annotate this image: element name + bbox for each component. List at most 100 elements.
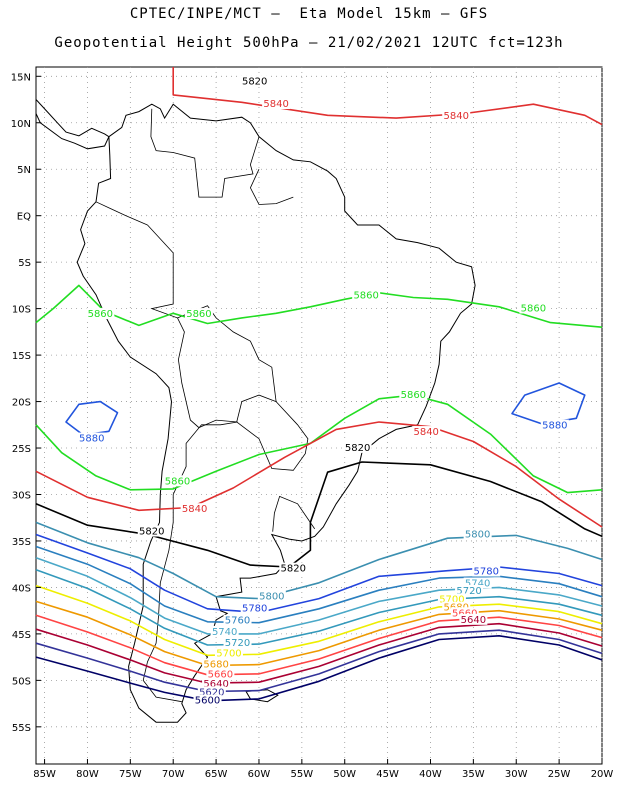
country-border bbox=[142, 421, 238, 703]
contour-label: 5720 bbox=[456, 586, 481, 597]
contour-5700 bbox=[35, 584, 603, 657]
lat-label: 25S bbox=[12, 444, 31, 455]
contour-label: 5620 bbox=[199, 687, 224, 698]
title-line-1: CPTEC/INPE/MCT – Eta Model 15km – GFS bbox=[129, 6, 489, 22]
contour-label-bg bbox=[223, 614, 252, 626]
contour-label-bg bbox=[437, 593, 466, 605]
contour-label: 5640 bbox=[203, 679, 228, 690]
country-border bbox=[95, 201, 148, 226]
contour-label-bg bbox=[463, 528, 492, 540]
contour-label-bg bbox=[455, 585, 484, 597]
lat-label: 5S bbox=[18, 258, 31, 269]
contour-label-bg bbox=[77, 432, 106, 444]
contour-label: 5640 bbox=[461, 615, 486, 626]
contour-5640 bbox=[35, 622, 603, 684]
contour-label: 5840 bbox=[182, 504, 207, 515]
lon-label: 75W bbox=[119, 769, 142, 780]
contour-label: 5820 bbox=[281, 564, 306, 575]
contour-label-bg bbox=[442, 110, 471, 122]
lon-label: 55W bbox=[291, 769, 314, 780]
lon-label: 50W bbox=[333, 769, 356, 780]
lat-label: 15N bbox=[11, 72, 31, 83]
contour-5720 bbox=[35, 569, 603, 646]
contour-label: 5880 bbox=[542, 421, 567, 432]
contour-label: 5860 bbox=[401, 390, 426, 401]
contour-5840 bbox=[172, 67, 603, 126]
contour-label: 5600 bbox=[195, 696, 220, 707]
lon-label: 35W bbox=[462, 769, 485, 780]
title-line-2: Geopotential Height 500hPa – 21/02/2021 … bbox=[54, 35, 564, 51]
contour-label: 5700 bbox=[216, 648, 241, 659]
lon-label: 60W bbox=[248, 769, 271, 780]
contour-label: 5860 bbox=[186, 309, 211, 320]
contour-label-bg bbox=[223, 637, 252, 649]
lon-label: 45W bbox=[376, 769, 399, 780]
lat-label: 45S bbox=[12, 630, 31, 641]
contour-label-bg bbox=[412, 426, 441, 438]
contour-label: 5680 bbox=[203, 659, 228, 670]
contour-label-bg bbox=[279, 562, 308, 574]
contour-label: 5740 bbox=[465, 579, 490, 590]
contour-label-bg bbox=[519, 302, 548, 314]
contour-5600 bbox=[35, 635, 603, 702]
contour-label-bg bbox=[210, 625, 239, 637]
lat-label: 30S bbox=[12, 490, 31, 501]
contour-label-bg bbox=[540, 419, 569, 431]
contour-label: 5740 bbox=[212, 627, 237, 638]
contour-label: 5840 bbox=[413, 427, 438, 438]
contour-label-bg bbox=[137, 525, 166, 537]
contour-label-bg bbox=[463, 577, 492, 589]
central-america-coastline bbox=[35, 99, 110, 150]
lat-label: 5N bbox=[17, 165, 31, 176]
south-america-coastline bbox=[76, 103, 476, 723]
contour-5760 bbox=[35, 545, 603, 624]
lon-label: 40W bbox=[419, 769, 442, 780]
contour-label-bg bbox=[257, 590, 286, 602]
contour-label-bg bbox=[193, 694, 222, 706]
lat-label: 35S bbox=[12, 537, 31, 548]
country-border bbox=[236, 394, 309, 471]
height-contours bbox=[35, 67, 603, 702]
contour-5800 bbox=[35, 521, 603, 600]
contour-label-bg bbox=[86, 308, 115, 320]
contour-label: 5820 bbox=[242, 77, 267, 88]
lon-label: 80W bbox=[76, 769, 99, 780]
contour-5660 bbox=[35, 614, 603, 676]
contour-label-bg bbox=[184, 308, 213, 320]
contour-label-bg bbox=[352, 289, 381, 301]
contour-label: 5880 bbox=[79, 434, 104, 445]
lon-label: 70W bbox=[162, 769, 185, 780]
contour-label-bg bbox=[459, 613, 488, 625]
axis-ticks: 15N 10N 5N EQ 5S 10S 15S 20S 25S 30S 35S 40S 45S 50S 5… bbox=[11, 72, 614, 780]
contour-5740 bbox=[35, 556, 603, 635]
contour-labels: 5820 5840 5840 5860 5860 5860 5860 5860 5880 5880… bbox=[77, 75, 569, 707]
lat-label: EQ bbox=[17, 212, 31, 223]
contour-label: 5760 bbox=[225, 616, 250, 627]
lon-label: 30W bbox=[505, 769, 528, 780]
contour-5780 bbox=[35, 533, 603, 614]
country-border bbox=[249, 169, 294, 205]
contour-5880 bbox=[511, 382, 586, 425]
contour-label: 5840 bbox=[263, 99, 288, 110]
contour-5860 bbox=[35, 284, 603, 328]
contour-label-bg bbox=[240, 602, 269, 614]
lat-label: 10S bbox=[12, 305, 31, 316]
contour-label: 5660 bbox=[208, 670, 233, 681]
country-border bbox=[147, 224, 238, 429]
contour-5620 bbox=[35, 629, 603, 693]
contour-label-bg bbox=[240, 75, 269, 87]
contour-5820 bbox=[35, 461, 603, 568]
contour-label-bg bbox=[343, 441, 372, 453]
contour-label-bg bbox=[450, 607, 479, 619]
contour-label: 5800 bbox=[259, 592, 284, 603]
contour-label-bg bbox=[399, 388, 428, 400]
contour-label-bg bbox=[214, 647, 243, 659]
lon-label: 65W bbox=[205, 769, 228, 780]
contour-label: 5660 bbox=[452, 608, 477, 619]
country-border bbox=[272, 495, 316, 532]
contour-label-bg bbox=[202, 677, 231, 689]
contour-5880 bbox=[65, 400, 119, 436]
contour-label: 5860 bbox=[88, 309, 113, 320]
lat-label: 10N bbox=[11, 119, 31, 130]
